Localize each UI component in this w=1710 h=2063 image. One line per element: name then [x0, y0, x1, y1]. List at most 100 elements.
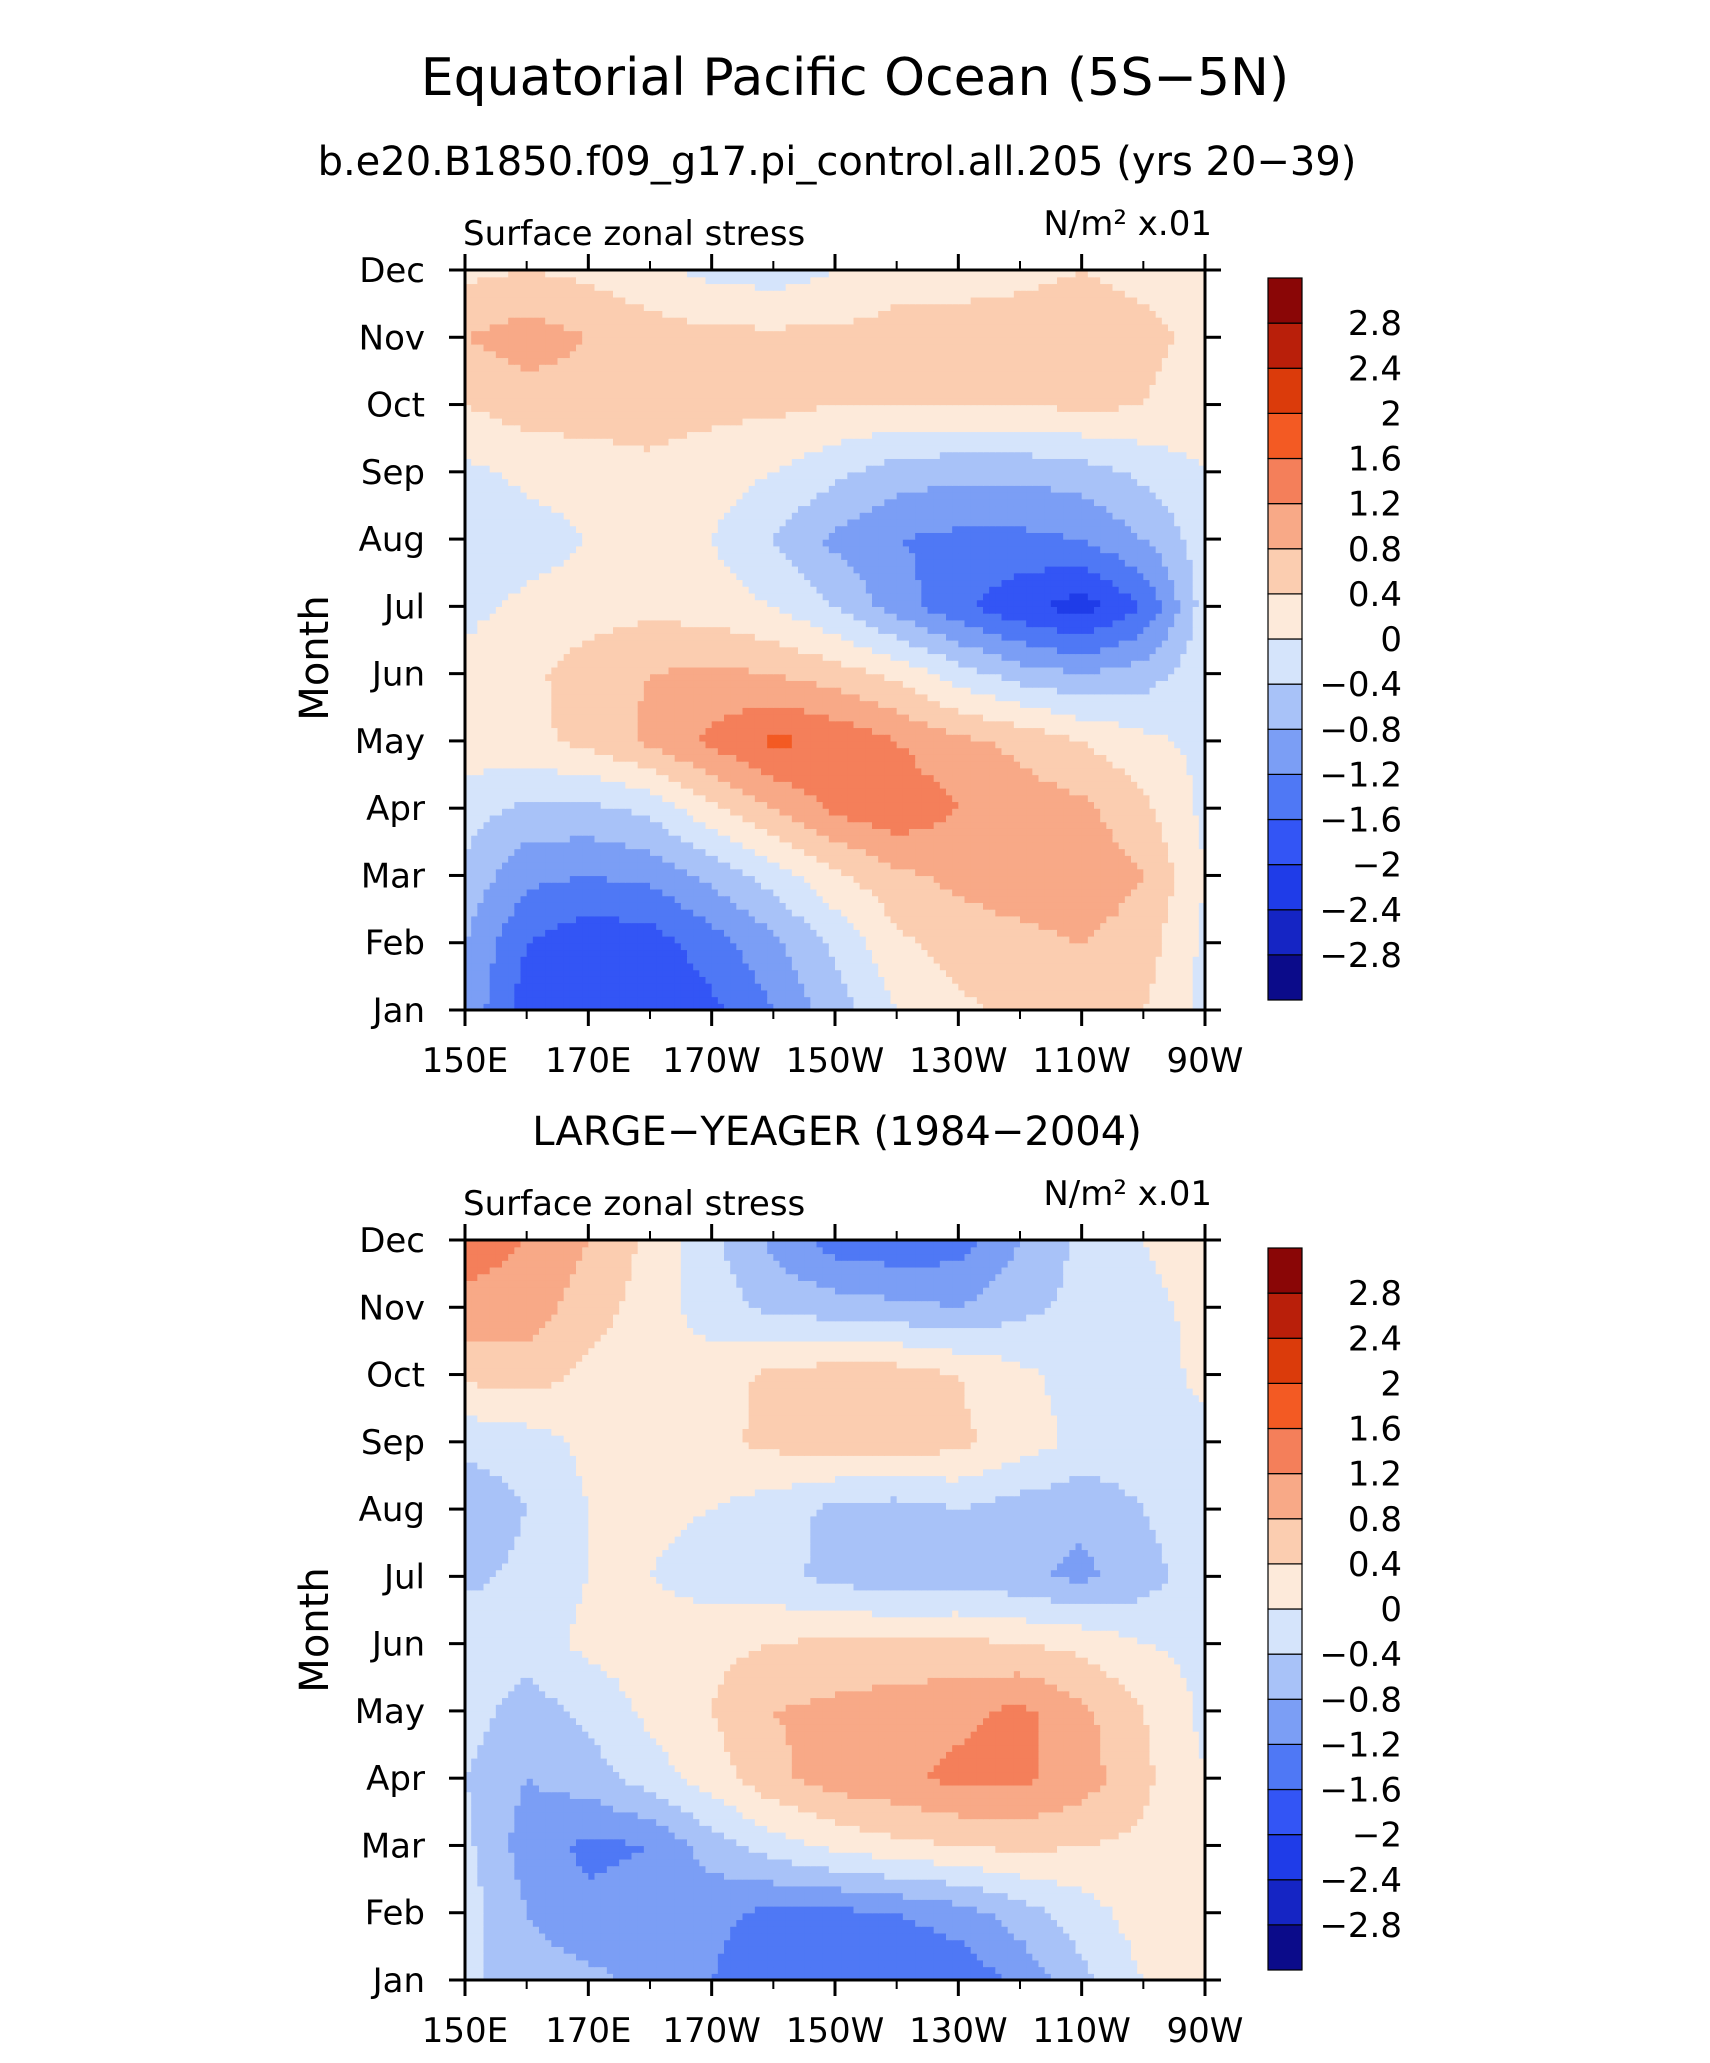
heatmap-cell [779, 774, 787, 782]
heatmap-cell [859, 734, 867, 742]
heatmap-cell [1001, 767, 1009, 776]
heatmap-cell [847, 734, 855, 742]
heatmap-cell [1050, 888, 1058, 897]
heatmap-cell [816, 989, 824, 998]
heatmap-cell [946, 969, 953, 977]
heatmap-cell [989, 740, 996, 749]
heatmap-cell [483, 841, 491, 850]
heatmap-cell [1174, 922, 1181, 930]
heatmap-cell [1198, 781, 1206, 789]
heatmap-cell [1161, 767, 1169, 776]
heatmap-cell [865, 888, 873, 897]
heatmap-cell [1063, 882, 1070, 890]
heatmap-cell [545, 882, 552, 890]
heatmap-cell [520, 828, 528, 836]
heatmap-cell [711, 1003, 719, 1011]
heatmap-cell [545, 862, 552, 870]
heatmap-cell [872, 888, 879, 897]
heatmap-cell [1180, 909, 1188, 917]
heatmap-cell [674, 828, 682, 836]
heatmap-cell [927, 868, 935, 877]
heatmap-cell [878, 740, 885, 749]
heatmap-cell [927, 989, 935, 998]
heatmap-cell [1007, 734, 1015, 742]
heatmap-cell [619, 1003, 626, 1011]
heatmap-cell [810, 828, 818, 836]
heatmap-cell [896, 976, 904, 984]
heatmap-cell [1118, 949, 1126, 957]
heatmap-cell [939, 767, 947, 776]
heatmap-cell [841, 808, 848, 816]
heatmap-cell [884, 976, 892, 984]
heatmap-cell [810, 747, 818, 755]
heatmap-cell [1168, 962, 1175, 971]
heatmap-cell [650, 949, 657, 957]
heatmap-cell [915, 774, 922, 782]
heatmap-cell [650, 855, 657, 863]
heatmap-cell [1106, 882, 1114, 890]
heatmap-cell [865, 942, 873, 951]
heatmap-cell [699, 747, 707, 755]
heatmap-cell [1057, 915, 1064, 924]
heatmap-cell [539, 902, 546, 910]
heatmap-cell [1020, 855, 1027, 863]
heatmap-cell [1063, 767, 1070, 776]
heatmap-cell [958, 835, 966, 843]
heatmap-cell [1112, 835, 1120, 843]
heatmap-cell [964, 801, 972, 809]
heatmap-cell [668, 882, 676, 890]
heatmap-cell [989, 888, 996, 897]
heatmap-cell [1038, 969, 1046, 977]
heatmap-cell [773, 983, 781, 991]
heatmap-cell [1069, 895, 1077, 903]
heatmap-cell [884, 788, 892, 796]
heatmap-cell [983, 828, 990, 836]
heatmap-cell [1112, 989, 1120, 998]
heatmap-cell [557, 862, 565, 870]
heatmap-cell [939, 962, 947, 971]
heatmap-cell [502, 996, 509, 1004]
heatmap-cell [520, 895, 528, 903]
heatmap-cell [853, 1003, 861, 1011]
heatmap-cell [520, 862, 528, 870]
heatmap-cell [582, 996, 589, 1004]
heatmap-cell [1007, 949, 1015, 957]
heatmap-cell [489, 976, 497, 984]
heatmap-cell [1020, 915, 1027, 924]
heatmap-cell [643, 734, 651, 742]
heatmap-cell [1180, 761, 1188, 769]
heatmap-cell [643, 841, 651, 850]
heatmap-cell [1161, 801, 1169, 809]
heatmap-cell [1118, 814, 1126, 823]
heatmap-cell [545, 841, 552, 850]
heatmap-cell [717, 1003, 725, 1011]
heatmap-cell [779, 767, 787, 776]
heatmap-cell [890, 841, 898, 850]
heatmap-cell [933, 801, 941, 809]
heatmap-cell [1094, 875, 1101, 883]
heatmap-cell [1032, 835, 1040, 843]
heatmap-cell [1106, 774, 1114, 782]
heatmap-cell [699, 841, 707, 850]
heatmap-cell [551, 956, 559, 964]
heatmap-cell [1168, 761, 1175, 769]
heatmap-cell [600, 794, 608, 803]
heatmap-cell [508, 875, 515, 883]
heatmap-cell [563, 895, 571, 903]
heatmap-cell [816, 761, 824, 769]
heatmap-cell [810, 949, 818, 957]
heatmap-cell [1057, 1003, 1064, 1011]
heatmap-cell [569, 875, 577, 883]
heatmap-cell [1124, 915, 1132, 924]
heatmap-cell [995, 855, 1003, 863]
heatmap-cell [835, 828, 842, 836]
heatmap-cell [643, 929, 651, 937]
panel-1: Surface zonal stress N/m² x.01 Month Jan… [292, 204, 1402, 1081]
heatmap-cell [1100, 794, 1107, 803]
heatmap-cell [853, 740, 861, 749]
heatmap-cell [791, 801, 799, 809]
heatmap-cell [1069, 841, 1077, 850]
heatmap-cell [933, 895, 941, 903]
heatmap-cell [736, 956, 744, 964]
heatmap-cell [1131, 734, 1138, 742]
